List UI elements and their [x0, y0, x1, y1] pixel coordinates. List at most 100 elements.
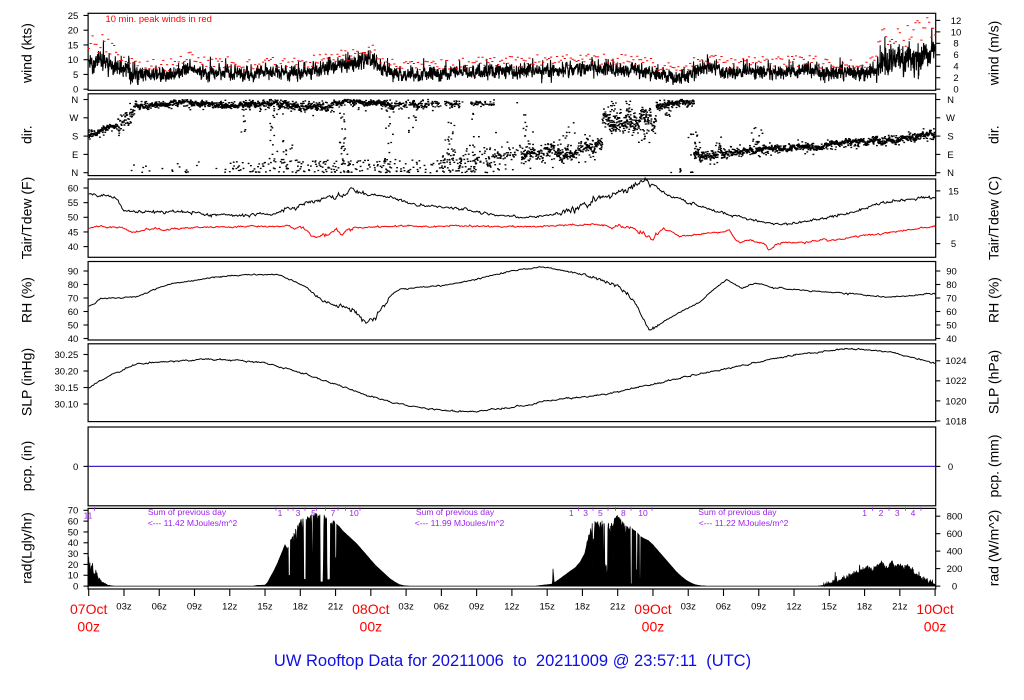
svg-text:0: 0	[948, 462, 953, 473]
svg-text:wind (m/s): wind (m/s)	[986, 21, 1002, 87]
svg-text:5: 5	[598, 508, 603, 518]
svg-text:0: 0	[73, 582, 78, 593]
svg-text:0: 0	[953, 85, 958, 96]
svg-text:8: 8	[953, 39, 958, 50]
svg-text:08Oct: 08Oct	[352, 601, 389, 617]
svg-text:30.15: 30.15	[55, 383, 79, 394]
svg-text:10Oct: 10Oct	[916, 601, 953, 617]
svg-text:15z: 15z	[822, 602, 838, 613]
svg-text:N: N	[947, 95, 954, 106]
svg-text:45: 45	[68, 227, 79, 238]
svg-text:10: 10	[638, 508, 648, 518]
svg-text:50: 50	[68, 527, 79, 538]
svg-text:15: 15	[68, 40, 79, 51]
svg-text:09z: 09z	[751, 602, 767, 613]
svg-text:N: N	[71, 168, 78, 179]
svg-text:09z: 09z	[469, 602, 485, 613]
svg-text:10: 10	[349, 508, 359, 518]
svg-text:3: 3	[583, 508, 588, 518]
svg-text:5: 5	[311, 508, 316, 518]
svg-text:50: 50	[946, 320, 957, 331]
svg-text:30.25: 30.25	[55, 350, 79, 361]
svg-text:SLP (hPa): SLP (hPa)	[986, 350, 1002, 414]
svg-text:1: 1	[569, 508, 574, 518]
svg-text:0: 0	[73, 85, 78, 96]
svg-text:1024: 1024	[945, 356, 966, 367]
svg-text:W: W	[69, 113, 78, 124]
svg-text:90: 90	[68, 266, 79, 277]
svg-text:1022: 1022	[945, 376, 966, 387]
svg-text:Sum of previous day: Sum of previous day	[148, 507, 227, 517]
svg-text:55: 55	[68, 198, 79, 209]
svg-text:40: 40	[946, 334, 957, 345]
svg-text:N: N	[71, 95, 78, 106]
svg-text:3: 3	[296, 508, 301, 518]
svg-text:S: S	[72, 132, 78, 143]
svg-text:09z: 09z	[187, 602, 203, 613]
svg-text:rad(Lgly/hr): rad(Lgly/hr)	[19, 512, 35, 584]
svg-text:rad (W/m^2): rad (W/m^2)	[986, 510, 1002, 587]
svg-text:60: 60	[68, 517, 79, 528]
svg-text:12: 12	[951, 16, 962, 27]
svg-text:70: 70	[68, 506, 79, 517]
svg-text:03z: 03z	[398, 602, 414, 613]
svg-text:50: 50	[68, 320, 79, 331]
svg-text:600: 600	[947, 529, 963, 540]
svg-text:06z: 06z	[716, 602, 732, 613]
svg-text:60: 60	[68, 183, 79, 194]
svg-text:7: 7	[331, 508, 336, 518]
svg-text:Tair/Tdew (C): Tair/Tdew (C)	[986, 176, 1002, 260]
svg-text:21z: 21z	[328, 602, 344, 613]
svg-text:06z: 06z	[152, 602, 168, 613]
svg-text:40: 40	[68, 334, 79, 345]
svg-text:wind (kts): wind (kts)	[19, 23, 35, 84]
svg-text:1020: 1020	[945, 396, 966, 407]
svg-text:800: 800	[947, 512, 963, 523]
svg-text:400: 400	[947, 547, 963, 558]
svg-text:18z: 18z	[575, 602, 591, 613]
svg-text:12z: 12z	[504, 602, 520, 613]
svg-text:0: 0	[952, 582, 957, 593]
svg-text:70: 70	[68, 293, 79, 304]
svg-text:12z: 12z	[786, 602, 802, 613]
svg-text:4: 4	[911, 508, 916, 518]
svg-text:30.20: 30.20	[55, 366, 79, 377]
svg-text:dir.: dir.	[19, 125, 35, 144]
svg-text:2: 2	[953, 73, 958, 84]
svg-text:6: 6	[953, 50, 958, 61]
svg-text:50: 50	[68, 213, 79, 224]
svg-text:Sum of previous day: Sum of previous day	[698, 507, 777, 517]
svg-text:200: 200	[947, 564, 963, 575]
svg-text:N: N	[947, 168, 954, 179]
svg-text:5: 5	[951, 239, 956, 250]
svg-text:80: 80	[946, 280, 957, 291]
svg-text:12z: 12z	[222, 602, 238, 613]
svg-text:1: 1	[862, 508, 867, 518]
svg-text:Tair/Tdew (F): Tair/Tdew (F)	[19, 177, 35, 259]
svg-text:10: 10	[68, 55, 79, 66]
svg-text:11: 11	[84, 510, 93, 520]
svg-text:00z: 00z	[360, 619, 383, 635]
svg-text:UW Rooftop Data for 20211006: UW Rooftop Data for 20211006 to 20211009…	[274, 652, 751, 670]
svg-text:15: 15	[948, 186, 959, 197]
svg-text:10: 10	[948, 213, 959, 224]
svg-text:21z: 21z	[892, 602, 908, 613]
svg-text:<--- 11.22 MJoules/m^2: <--- 11.22 MJoules/m^2	[699, 518, 789, 528]
svg-text:SLP (inHg): SLP (inHg)	[19, 348, 35, 416]
svg-text:30.10: 30.10	[55, 399, 79, 410]
svg-text:90: 90	[946, 266, 957, 277]
svg-text:2: 2	[879, 508, 884, 518]
svg-text:RH (%): RH (%)	[19, 277, 35, 323]
svg-text:15z: 15z	[257, 602, 273, 613]
svg-text:4: 4	[953, 62, 958, 73]
svg-text:E: E	[72, 150, 78, 161]
svg-text:20: 20	[68, 560, 79, 571]
svg-text:03z: 03z	[681, 602, 697, 613]
svg-text:pcp. (mm): pcp. (mm)	[986, 435, 1002, 498]
svg-text:10: 10	[951, 27, 962, 38]
svg-text:8: 8	[621, 508, 626, 518]
svg-text:21z: 21z	[610, 602, 626, 613]
svg-text:60: 60	[946, 307, 957, 318]
svg-text:18z: 18z	[857, 602, 873, 613]
svg-text:40: 40	[68, 242, 79, 253]
